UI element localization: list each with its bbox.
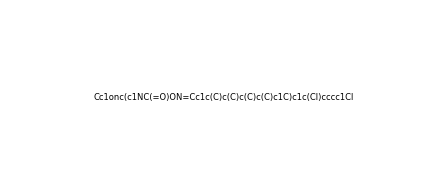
Text: Cc1onc(c1NC(=O)ON=Cc1c(C)c(C)c(C)c(C)c1C)c1c(Cl)cccc1Cl: Cc1onc(c1NC(=O)ON=Cc1c(C)c(C)c(C)c(C)c1C… bbox=[94, 93, 354, 102]
